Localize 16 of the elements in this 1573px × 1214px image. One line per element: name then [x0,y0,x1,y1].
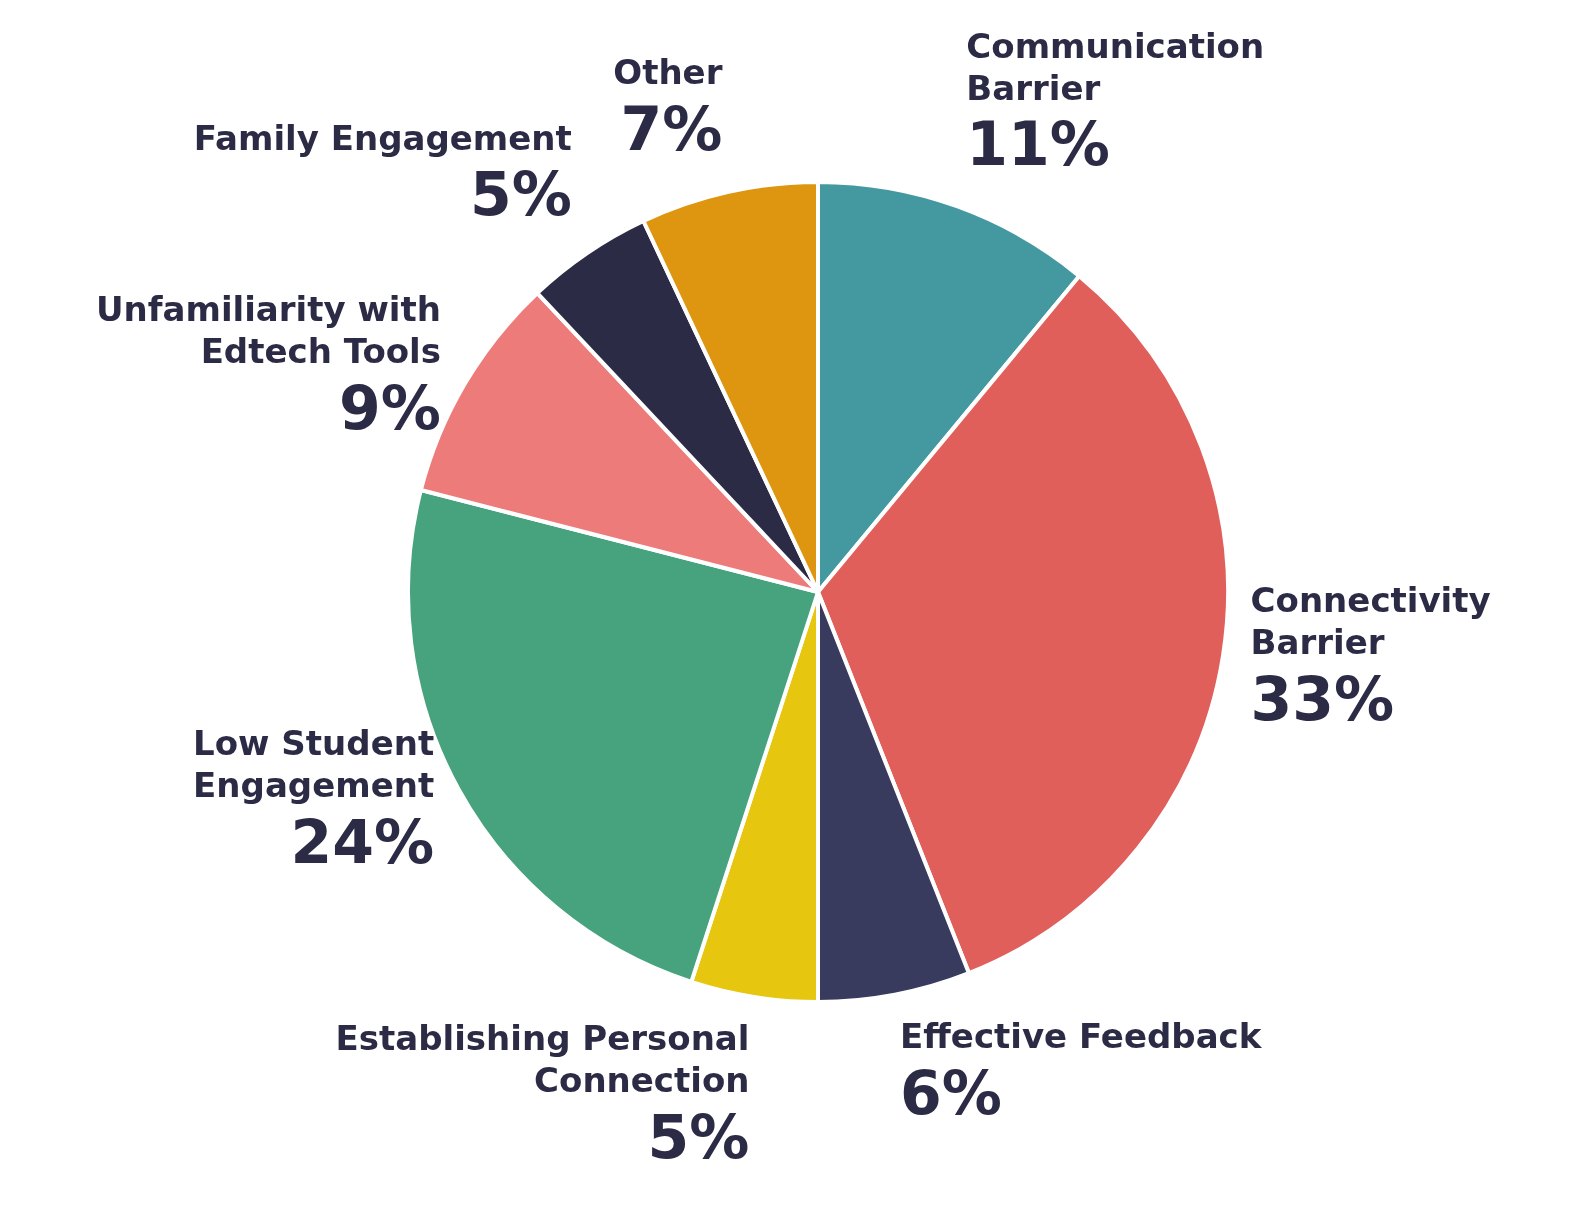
data-label: 5% [647,1102,750,1173]
data-label: 7% [620,94,723,165]
slice-label: Effective Feedback [900,1016,1263,1057]
slice-label: Unfamiliarity with Edtech Tools [95,288,441,371]
data-label: 5% [469,159,572,230]
slice-label: Communication Barrier [966,25,1265,108]
data-label: 24% [290,806,435,877]
slice-label: Low Student Engagement [193,722,435,805]
data-label: 9% [339,372,441,443]
data-label: 6% [900,1057,1002,1128]
slice-label: Other [613,52,723,93]
data-label: 11% [966,109,1110,180]
slice-label: Family Engagement [193,117,572,158]
data-label: 33% [1250,664,1395,735]
slice-label: Connectivity Barrier [1250,580,1491,663]
slice-label: Establishing Personal Connection [335,1018,750,1101]
